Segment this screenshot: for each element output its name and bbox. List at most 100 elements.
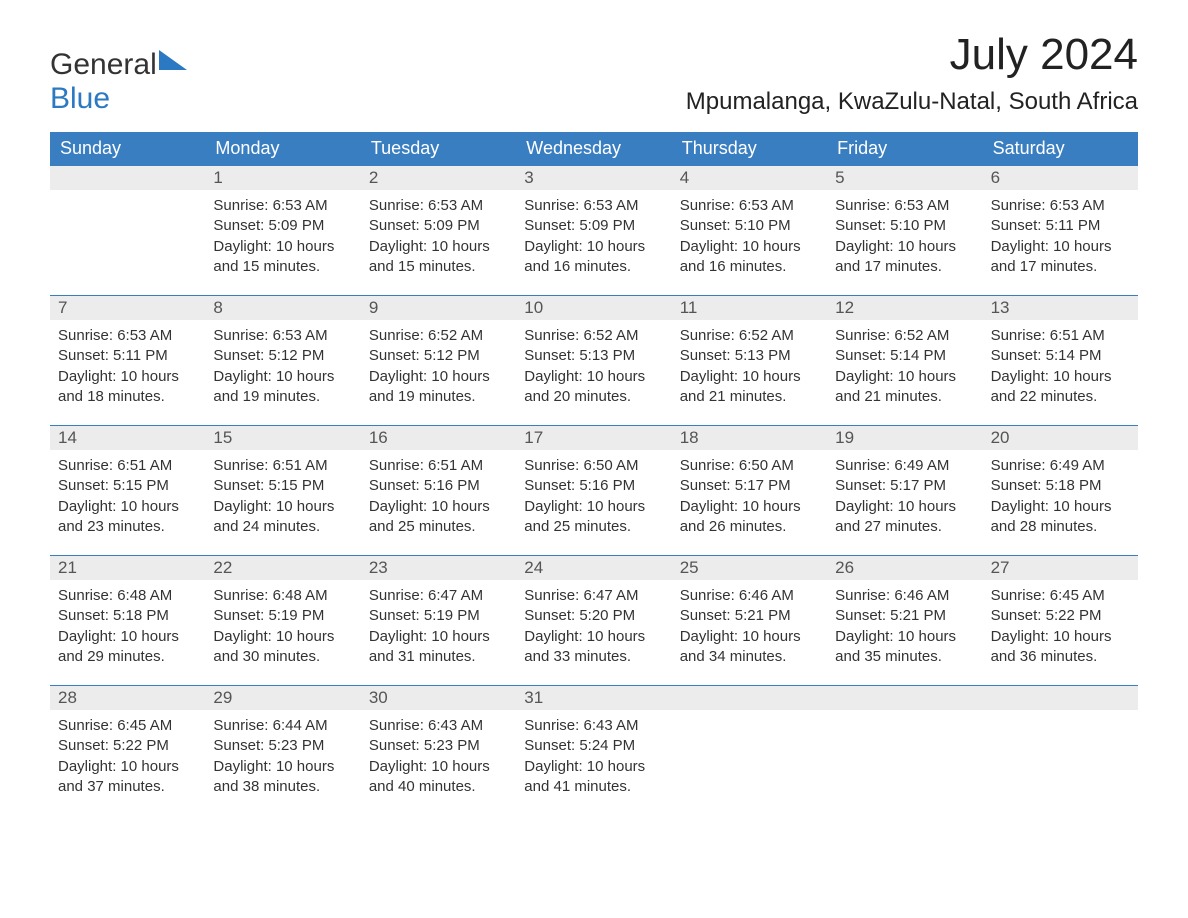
day-headers: Sunday Monday Tuesday Wednesday Thursday… — [50, 132, 1138, 165]
sunrise-text: Sunrise: 6:53 AM — [58, 326, 197, 346]
week-row: Sunrise: 6:45 AMSunset: 5:22 PMDaylight:… — [50, 710, 1138, 811]
sunset-text: Sunset: 5:14 PM — [991, 346, 1130, 366]
sunrise-text: Sunrise: 6:46 AM — [835, 586, 974, 606]
sunset-text: Sunset: 5:24 PM — [524, 736, 663, 756]
day-cell: Sunrise: 6:50 AMSunset: 5:17 PMDaylight:… — [672, 450, 827, 551]
sunrise-text: Sunrise: 6:49 AM — [835, 456, 974, 476]
daylight-line1: Daylight: 10 hours — [369, 497, 508, 517]
daylight-line2: and 28 minutes. — [991, 517, 1130, 537]
sunrise-text: Sunrise: 6:53 AM — [213, 326, 352, 346]
week-row: Sunrise: 6:53 AMSunset: 5:11 PMDaylight:… — [50, 320, 1138, 421]
day-number: 21 — [50, 556, 205, 580]
sunrise-text: Sunrise: 6:44 AM — [213, 716, 352, 736]
sunrise-text: Sunrise: 6:53 AM — [991, 196, 1130, 216]
daylight-line2: and 30 minutes. — [213, 647, 352, 667]
sunset-text: Sunset: 5:20 PM — [524, 606, 663, 626]
daylight-line1: Daylight: 10 hours — [524, 237, 663, 257]
day-number: 13 — [983, 296, 1138, 320]
sunset-text: Sunset: 5:22 PM — [58, 736, 197, 756]
daylight-line1: Daylight: 10 hours — [835, 497, 974, 517]
day-number: 29 — [205, 686, 360, 710]
daylight-line2: and 16 minutes. — [524, 257, 663, 277]
daynum-row: 78910111213 — [50, 296, 1138, 320]
daylight-line2: and 34 minutes. — [680, 647, 819, 667]
daylight-line2: and 36 minutes. — [991, 647, 1130, 667]
day-cell: Sunrise: 6:51 AMSunset: 5:15 PMDaylight:… — [205, 450, 360, 551]
day-number: 3 — [516, 166, 671, 190]
daylight-line2: and 18 minutes. — [58, 387, 197, 407]
sunrise-text: Sunrise: 6:47 AM — [369, 586, 508, 606]
daylight-line2: and 21 minutes. — [835, 387, 974, 407]
day-cell: Sunrise: 6:46 AMSunset: 5:21 PMDaylight:… — [827, 580, 982, 681]
sunrise-text: Sunrise: 6:47 AM — [524, 586, 663, 606]
day-header-friday: Friday — [827, 132, 982, 165]
daylight-line1: Daylight: 10 hours — [213, 237, 352, 257]
day-number: 24 — [516, 556, 671, 580]
sunset-text: Sunset: 5:12 PM — [369, 346, 508, 366]
daylight-line1: Daylight: 10 hours — [991, 627, 1130, 647]
daylight-line1: Daylight: 10 hours — [58, 367, 197, 387]
sunset-text: Sunset: 5:21 PM — [835, 606, 974, 626]
day-cell: Sunrise: 6:51 AMSunset: 5:14 PMDaylight:… — [983, 320, 1138, 421]
sunrise-text: Sunrise: 6:52 AM — [835, 326, 974, 346]
sunrise-text: Sunrise: 6:50 AM — [680, 456, 819, 476]
day-number: 12 — [827, 296, 982, 320]
day-number — [983, 686, 1138, 710]
sunrise-text: Sunrise: 6:50 AM — [524, 456, 663, 476]
sunset-text: Sunset: 5:21 PM — [680, 606, 819, 626]
day-header-tuesday: Tuesday — [361, 132, 516, 165]
daynum-row: 28293031 — [50, 686, 1138, 710]
day-cell: Sunrise: 6:53 AMSunset: 5:11 PMDaylight:… — [50, 320, 205, 421]
day-cell: Sunrise: 6:47 AMSunset: 5:20 PMDaylight:… — [516, 580, 671, 681]
sunset-text: Sunset: 5:15 PM — [58, 476, 197, 496]
sunrise-text: Sunrise: 6:51 AM — [369, 456, 508, 476]
sunrise-text: Sunrise: 6:52 AM — [680, 326, 819, 346]
day-number: 2 — [361, 166, 516, 190]
daylight-line1: Daylight: 10 hours — [680, 237, 819, 257]
sunset-text: Sunset: 5:13 PM — [680, 346, 819, 366]
sunset-text: Sunset: 5:10 PM — [835, 216, 974, 236]
week-block: 14151617181920Sunrise: 6:51 AMSunset: 5:… — [50, 425, 1138, 551]
daylight-line1: Daylight: 10 hours — [835, 627, 974, 647]
daylight-line1: Daylight: 10 hours — [524, 757, 663, 777]
week-row: Sunrise: 6:51 AM Sunset: 5:15 PM Daylight:… — [50, 450, 1138, 551]
week-row: Sunrise: 6:48 AMSunset: 5:18 PMDaylight:… — [50, 580, 1138, 681]
sunrise-text: Sunrise: 6:51 AM — [213, 456, 352, 476]
sunrise-text: Sunrise: 6:53 AM — [369, 196, 508, 216]
day-number: 27 — [983, 556, 1138, 580]
daylight-line2: and 26 minutes. — [680, 517, 819, 537]
day-number: 30 — [361, 686, 516, 710]
sunset-text: Sunset: 5:11 PM — [991, 216, 1130, 236]
sunrise-text: Sunrise: 6:51 AM — [991, 326, 1130, 346]
daylight-line1: Daylight: 10 hours — [835, 367, 974, 387]
week-block: 21222324252627Sunrise: 6:48 AMSunset: 5:… — [50, 555, 1138, 681]
sunrise-text: Sunrise: 6:49 AM — [991, 456, 1130, 476]
day-cell: Sunrise: 6:52 AMSunset: 5:12 PMDaylight:… — [361, 320, 516, 421]
sunset-text: Sunset: 5:16 PM — [369, 476, 508, 496]
daynum-row: 123456 — [50, 166, 1138, 190]
sunset-text: Sunset: 5:13 PM — [524, 346, 663, 366]
daylight-line2: and 27 minutes. — [835, 517, 974, 537]
day-cell: Sunrise: 6:52 AMSunset: 5:14 PMDaylight:… — [827, 320, 982, 421]
day-number: 19 — [827, 426, 982, 450]
sunset-text: Sunset: 5:14 PM — [835, 346, 974, 366]
sunset-text: Sunset: 5:23 PM — [213, 736, 352, 756]
daylight-line1: Daylight: 10 hours — [991, 237, 1130, 257]
daylight-line2: and 31 minutes. — [369, 647, 508, 667]
daylight-line1: Daylight: 10 hours — [835, 237, 974, 257]
daylight-line1: Daylight: 10 hours — [369, 367, 508, 387]
day-number: 20 — [983, 426, 1138, 450]
day-header-thursday: Thursday — [672, 132, 827, 165]
calendar: Sunday Monday Tuesday Wednesday Thursday… — [50, 132, 1138, 811]
daylight-line2: and 38 minutes. — [213, 777, 352, 797]
daynum-row: 21222324252627 — [50, 556, 1138, 580]
day-number: 7 — [50, 296, 205, 320]
day-number: 17 — [516, 426, 671, 450]
daylight-line1: Daylight: 10 hours — [213, 367, 352, 387]
sunrise-text: Sunrise: 6:45 AM — [58, 716, 197, 736]
day-number: 16 — [361, 426, 516, 450]
daylight-line1: Daylight: 10 hours — [58, 627, 197, 647]
day-cell: Sunrise: 6:52 AMSunset: 5:13 PMDaylight:… — [672, 320, 827, 421]
daylight-line1: Daylight: 10 hours — [58, 757, 197, 777]
day-cell: Sunrise: 6:48 AMSunset: 5:19 PMDaylight:… — [205, 580, 360, 681]
